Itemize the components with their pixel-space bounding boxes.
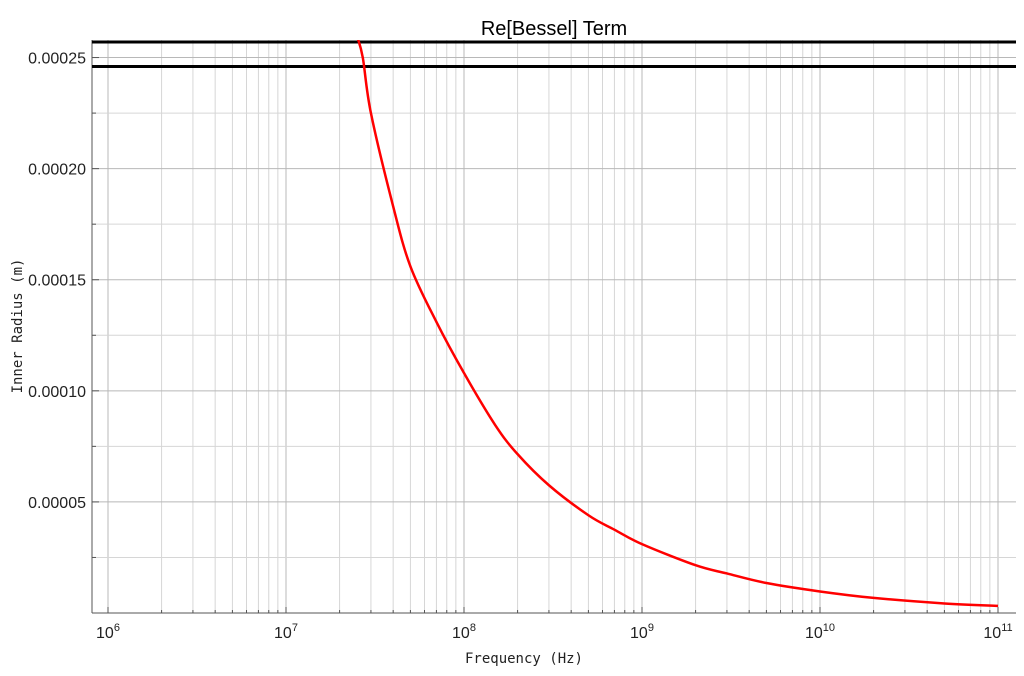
x-tick-label: 1010 [805,622,835,642]
axes [91,40,1016,614]
x-tick-label: 1011 [983,622,1012,642]
series [357,40,999,608]
chart-title: Re[Bessel] Term [481,18,627,40]
grid [92,40,1016,613]
x-axis-label: Frequency (Hz) [465,651,583,667]
y-tick-label: 0.00015 [28,273,86,290]
y-tick-label: 0.00010 [28,384,86,401]
x-tick-label: 106 [96,622,120,642]
x-tick-base: 10 [274,625,292,642]
x-tick-base: 10 [452,625,470,642]
y-ticks: 0.00005 0.00010 0.00015 0.00020 0.00025 [28,51,99,558]
x-ticks: 106 107 108 109 1010 1011 [96,607,1013,642]
y-tick-label: 0.00005 [28,495,86,512]
x-tick-label: 109 [630,622,654,642]
x-tick-base: 10 [96,625,114,642]
x-tick-exponent: 10 [823,622,835,634]
x-tick-exponent: 9 [648,622,654,634]
x-tick-exponent: 7 [292,622,298,634]
reference-lines [92,40,1016,68]
y-axis-label: Inner Radius (m) [10,259,26,394]
x-tick-exponent: 6 [114,622,120,634]
x-tick-label: 107 [274,622,298,642]
y-tick-label: 0.00020 [28,162,86,179]
x-tick-exponent: 8 [470,622,476,634]
y-tick-label: 0.00025 [28,51,86,68]
x-tick-exponent: 11 [1001,622,1012,634]
x-tick-label: 108 [452,622,476,642]
x-tick-base: 10 [983,625,1001,642]
x-tick-base: 10 [630,625,648,642]
series-line [357,40,999,608]
x-tick-base: 10 [805,625,823,642]
